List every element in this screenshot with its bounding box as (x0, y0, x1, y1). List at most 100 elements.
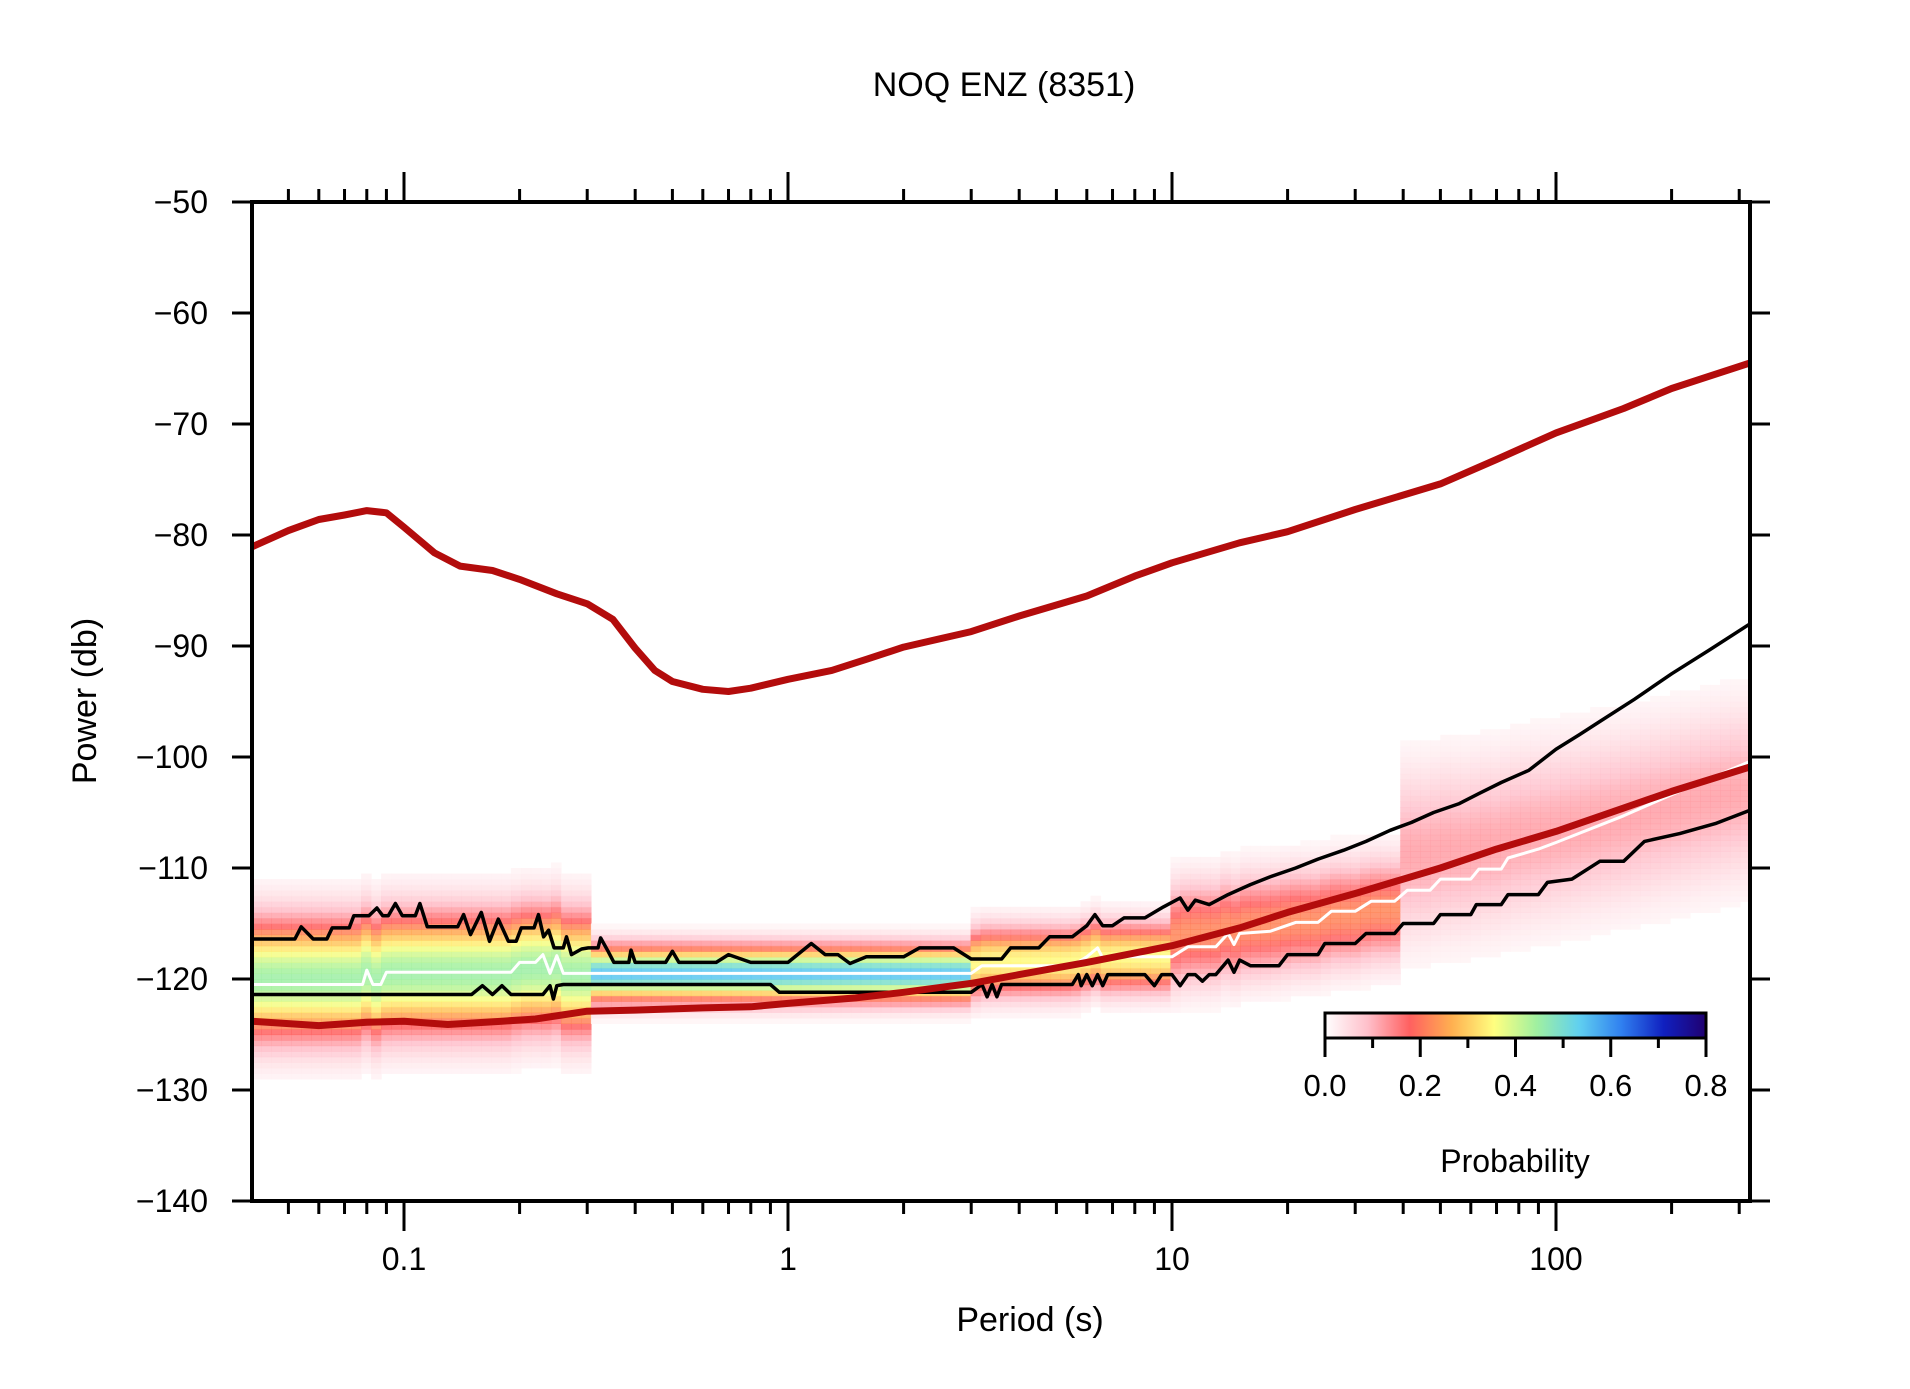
density-cell (1700, 812, 1711, 819)
density-cell (1590, 845, 1601, 852)
density-cell (1620, 762, 1631, 769)
density-cell (880, 984, 892, 991)
density-cell (580, 912, 592, 919)
density-cell (1720, 740, 1731, 747)
density-cell (1660, 901, 1671, 908)
density-cell (1530, 773, 1541, 780)
density-cell (710, 956, 722, 963)
density-cell (1560, 762, 1571, 769)
density-cell (1729, 734, 1741, 741)
density-cell (1330, 984, 1341, 991)
density-cell (500, 879, 512, 886)
density-cell (311, 945, 322, 952)
density-cell (1630, 712, 1641, 719)
density-cell (1600, 829, 1611, 836)
density-cell (730, 934, 742, 941)
density-cell (1120, 990, 1132, 997)
density-cell (271, 923, 282, 930)
density-cell (1710, 707, 1721, 714)
density-cell (451, 945, 462, 952)
density-cell (720, 990, 732, 997)
density-cell (920, 929, 932, 936)
density-cell (490, 951, 502, 958)
density-cell (461, 1012, 472, 1019)
density-cell (1480, 884, 1491, 891)
density-cell (1140, 984, 1152, 991)
density-cell (1710, 718, 1721, 725)
density-cell (1470, 745, 1481, 753)
density-cell (1670, 740, 1681, 747)
density-cell (311, 1051, 322, 1058)
y-tick-label: −90 (154, 628, 208, 664)
density-cell (481, 895, 492, 902)
density-cell (1450, 890, 1461, 897)
density-cell (1380, 868, 1391, 875)
density-cell (1600, 790, 1611, 797)
density-cell (850, 929, 862, 936)
density-cell (1060, 929, 1072, 936)
density-cell (441, 951, 452, 958)
density-cell (500, 973, 512, 980)
density-cell (1580, 795, 1591, 802)
density-cell (1400, 795, 1411, 802)
density-cell (1180, 979, 1192, 986)
density-cell (1700, 768, 1711, 775)
density-cell (550, 929, 562, 936)
density-cell (490, 984, 502, 991)
density-cell (1390, 934, 1401, 941)
density-cell (1650, 734, 1661, 741)
density-cell (1620, 917, 1631, 925)
density-cell (1380, 973, 1391, 980)
density-cell (820, 973, 832, 980)
density-cell (1560, 812, 1571, 819)
density-cell (1530, 868, 1541, 875)
density-cell (1580, 740, 1591, 747)
density-cell (550, 923, 562, 930)
density-cell (1630, 879, 1641, 886)
density-cell (261, 879, 272, 886)
density-cell (1070, 1012, 1082, 1019)
density-cell (1000, 934, 1012, 941)
density-cell (1490, 951, 1501, 958)
density-cell (560, 1067, 572, 1074)
density-cell (341, 995, 352, 1002)
density-cell (461, 934, 472, 941)
density-cell (1739, 751, 1750, 758)
density-cell (1210, 951, 1222, 958)
density-cell (301, 1017, 312, 1024)
density-cell (1050, 1001, 1062, 1008)
density-cell (1500, 823, 1511, 830)
density-cell (471, 1051, 482, 1058)
density-cell (411, 979, 422, 986)
density-cell (1410, 945, 1421, 952)
density-cell (1440, 840, 1451, 847)
density-cell (1480, 812, 1491, 819)
density-cell (1650, 712, 1661, 719)
density-cell (1500, 729, 1511, 736)
density-cell (1560, 934, 1571, 941)
density-cell (1310, 967, 1321, 975)
density-cell (1210, 856, 1222, 864)
density-cell (1440, 834, 1451, 841)
density-cell (510, 917, 522, 925)
density-cell (1670, 757, 1681, 764)
density-cell (1280, 990, 1291, 997)
density-cell (600, 951, 612, 958)
density-cell (1000, 956, 1012, 963)
density-cell (680, 951, 692, 958)
density-cell (760, 962, 772, 969)
density-cell (1420, 801, 1431, 808)
density-cell (1190, 901, 1202, 908)
density-cell (1540, 901, 1551, 908)
density-cell (930, 1006, 942, 1013)
x-axis-top (286, 172, 1741, 202)
density-cell (1410, 840, 1421, 847)
density-cell (281, 1040, 292, 1047)
density-cell (790, 923, 802, 930)
density-cell (1350, 929, 1361, 936)
density-cell (960, 945, 972, 952)
density-cell (1380, 940, 1391, 947)
density-cell (1660, 701, 1671, 708)
density-cell (800, 1017, 812, 1024)
density-cell (1230, 862, 1241, 869)
